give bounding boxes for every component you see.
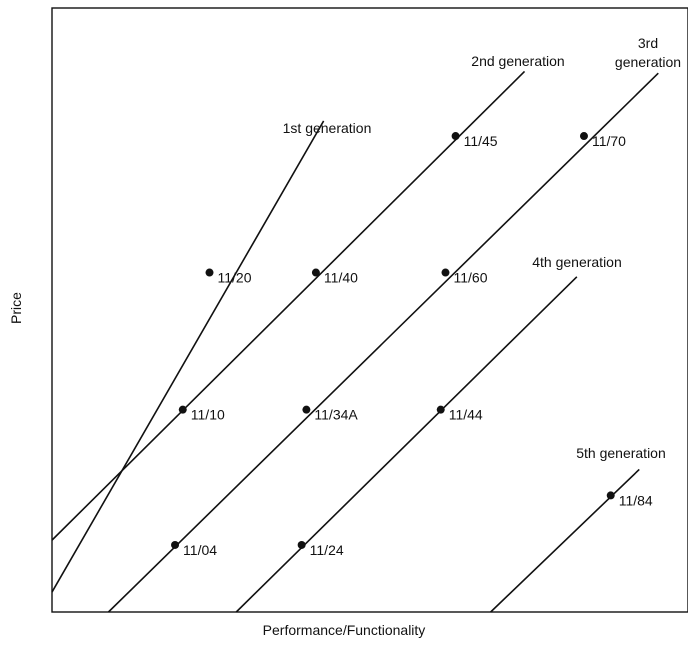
point-11-40 [311,268,320,277]
point-label-11-45: 11/45 [464,133,498,149]
x-axis-label: Performance/Functionality [262,622,426,638]
point-11-20 [205,268,214,277]
series-line-2nd-generation [51,70,526,541]
series-line-3rd-generation [107,72,659,613]
model-points: 11/20 11/10 11/40 11/45 11/04 11/34A 11/60 11/7… [171,132,653,558]
point-11-44 [436,405,445,414]
series-label-4th-generation: 4th generation [532,254,622,270]
point-11-70 [579,132,588,141]
point-label-11-40: 11/40 [324,270,358,286]
point-label-11-04: 11/04 [183,542,217,558]
point-label-11-70: 11/70 [592,133,626,149]
point-11-34a [302,405,311,414]
series-label-1st-generation: 1st generation [283,120,372,136]
series-line-1st-generation [51,120,325,593]
point-label-11-34a: 11/34A [314,407,358,423]
point-label-11-20: 11/20 [218,270,252,286]
point-label-11-24: 11/24 [310,542,344,558]
point-label-11-44: 11/44 [449,407,483,423]
point-label-11-10: 11/10 [191,407,225,423]
plot-frame [51,7,688,613]
y-axis-label: Price [8,292,24,324]
series-label-2nd-generation: 2nd generation [471,53,564,69]
series-lines [51,70,659,613]
point-11-45 [451,132,460,141]
generation-labels: 1st generation 2nd generation 3rd generatio… [283,35,681,461]
series-label-3rd-generation: 3rd generation [615,35,681,70]
point-label-11-60: 11/60 [453,270,487,286]
series-line-5th-generation [490,468,640,613]
series-line-4th-generation [235,276,578,613]
point-11-60 [441,268,450,277]
series-label-5th-generation: 5th generation [576,445,666,461]
point-11-84 [606,491,615,500]
point-11-10 [178,405,187,414]
point-11-04 [171,540,180,549]
point-label-11-84: 11/84 [619,492,653,508]
point-11-24 [297,540,306,549]
